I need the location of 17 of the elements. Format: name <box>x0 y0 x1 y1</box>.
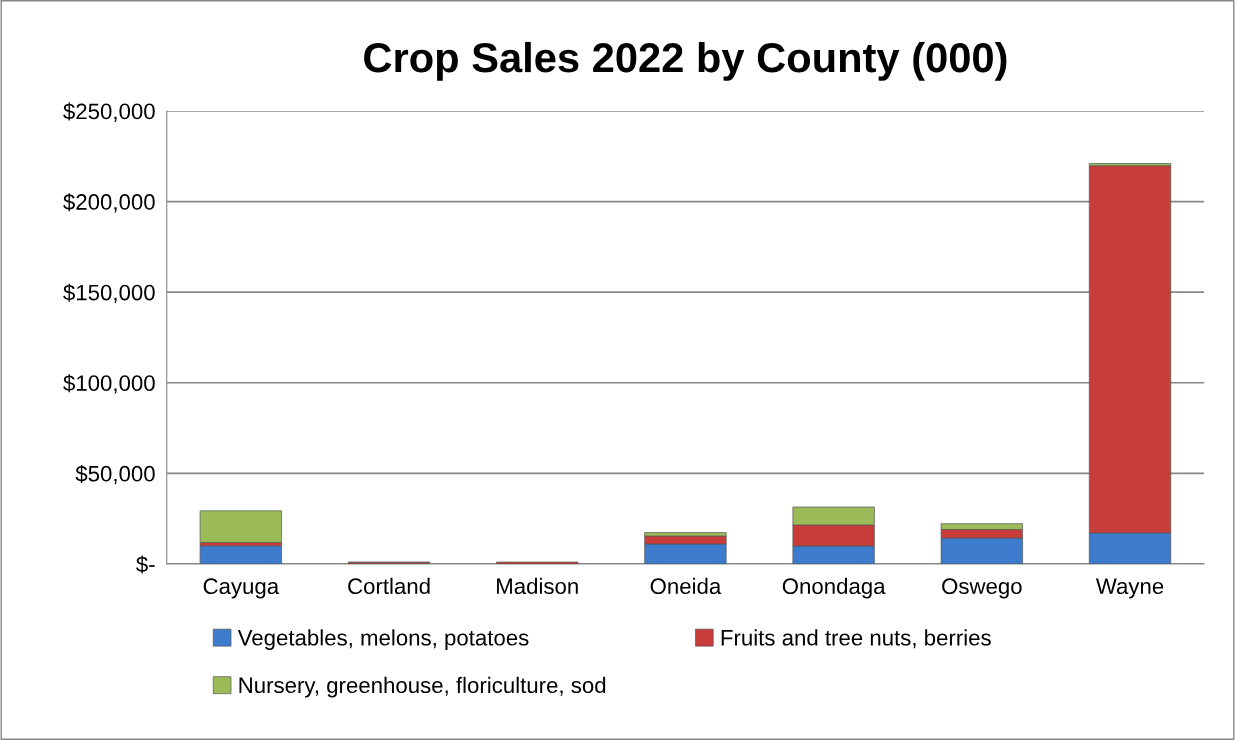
y-tick-label: $150,000 <box>63 283 155 304</box>
x-tick-label: Cayuga <box>203 578 280 599</box>
x-tick-label: Oneida <box>650 577 722 595</box>
y-tick-label: $- <box>136 555 155 574</box>
x-tick-label: Madison <box>497 577 578 595</box>
x-tick-label: Oswego <box>942 578 1022 599</box>
legend-label: Nursery, greenhouse, floriculture, sod <box>239 676 606 698</box>
y-tick-label: $200,000 <box>63 193 155 213</box>
x-tick-label: Wayne <box>1095 578 1164 599</box>
y-tick-label: $250,000 <box>63 102 155 122</box>
chart-title: Crop Sales 2022 by County (000) <box>364 41 1007 81</box>
x-tick-label: Cortland <box>348 577 430 595</box>
legend-label: Vegetables, melons, potatoes <box>237 629 529 650</box>
x-tick-label: Onondaga <box>782 577 886 599</box>
y-tick-label: $100,000 <box>63 374 155 394</box>
legend-label: Fruits and tree nuts, berries <box>721 629 991 649</box>
y-tick-label: $50,000 <box>75 464 155 485</box>
